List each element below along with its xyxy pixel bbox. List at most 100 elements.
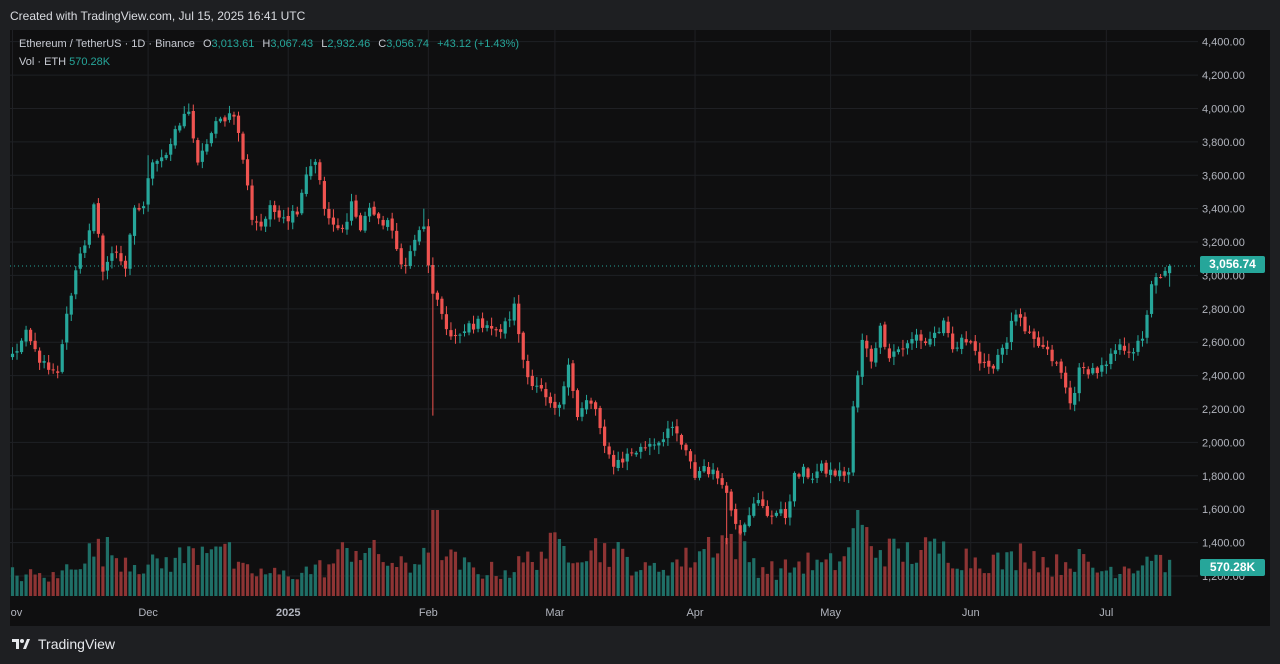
candle-body: [42, 361, 46, 363]
volume-bar: [69, 569, 73, 596]
candle-body: [490, 325, 494, 329]
candle-body: [593, 402, 598, 410]
top-bar: Created with TradingView.com, Jul 15, 20…: [0, 0, 1280, 30]
volume-bar: [1095, 572, 1099, 596]
volume-bar: [797, 561, 801, 596]
candle-body: [688, 451, 693, 462]
candle-body: [236, 115, 241, 133]
candle-body: [869, 348, 873, 362]
volume-bar: [987, 573, 991, 596]
volume-bar: [783, 559, 788, 596]
candle-body: [1041, 344, 1045, 347]
tradingview-brand[interactable]: TradingView: [10, 636, 115, 652]
candle-body: [372, 206, 376, 215]
candle-body: [494, 329, 498, 331]
candle-body: [589, 400, 593, 404]
candle-body: [101, 235, 105, 272]
volume-bar: [648, 565, 652, 596]
chart-panel[interactable]: 4,400.00 4,200.00 4,000.00 3,800.00 3,600.00…: [10, 30, 1270, 626]
candle-body: [10, 353, 15, 358]
price-chart[interactable]: 4,400.00 4,200.00 4,000.00 3,800.00 3,600.00…: [10, 30, 1270, 626]
candle-body: [892, 351, 896, 357]
candle-body: [38, 350, 42, 363]
volume-bar: [942, 541, 946, 596]
volume-bar: [367, 547, 372, 596]
volume-bar: [530, 561, 534, 596]
volume-bar: [1023, 562, 1027, 596]
y-tick-label: 1,400.00: [1202, 538, 1245, 550]
volume-bar: [431, 510, 435, 596]
candle-body: [19, 340, 24, 353]
candle-body: [245, 159, 250, 186]
candle-body: [982, 361, 986, 363]
candle-body: [422, 226, 426, 229]
candle-body: [331, 217, 336, 225]
candle-body: [28, 329, 33, 342]
candle-body: [431, 265, 435, 294]
volume-bar: [51, 572, 55, 596]
volume-bar: [164, 557, 168, 596]
candle-body: [1082, 367, 1086, 369]
candle-body: [720, 478, 724, 485]
candle-body: [309, 166, 313, 177]
candle-body: [1122, 345, 1127, 351]
candle-body: [896, 349, 901, 353]
candle-body: [729, 491, 733, 511]
volume-bar: [1136, 570, 1140, 596]
volume-bar: [598, 562, 602, 596]
volume-bar: [490, 561, 494, 596]
volume-bar: [838, 561, 842, 596]
volume-bar: [734, 559, 738, 596]
volume-bar: [951, 568, 955, 596]
volume-bar: [630, 575, 634, 596]
volume-bar: [526, 551, 530, 596]
volume-bar: [548, 532, 552, 596]
volume-bar: [345, 547, 349, 596]
candle-body: [146, 178, 150, 205]
candle-body: [810, 478, 815, 480]
candle-body: [1145, 314, 1149, 338]
volume-bar: [377, 554, 381, 596]
candle-body: [734, 509, 738, 524]
candle-body: [105, 261, 110, 271]
volume-bar: [539, 551, 543, 596]
volume-bar: [910, 563, 914, 596]
candle-body: [951, 333, 955, 350]
candle-body: [141, 206, 146, 209]
candle-body: [485, 325, 489, 329]
volume-bar: [1027, 568, 1032, 596]
volume-bar: [688, 567, 693, 596]
volume-bar: [603, 543, 607, 596]
volume-bar: [806, 552, 810, 596]
volume-bar: [114, 558, 119, 596]
candle-body: [575, 390, 580, 418]
candle-body: [634, 452, 638, 455]
volume-bar: [453, 551, 458, 596]
candle-body: [1131, 352, 1136, 354]
volume-bar: [634, 571, 638, 596]
candle-body: [675, 426, 679, 434]
volume-bar: [209, 549, 213, 596]
volume-bar: [693, 562, 697, 596]
candle-body: [1118, 344, 1122, 350]
volume-bar: [160, 568, 164, 596]
volume-bar: [223, 543, 227, 596]
candle-body: [413, 239, 417, 251]
candle-body: [603, 426, 607, 446]
volume-bar: [47, 581, 51, 596]
volume-bar: [313, 564, 317, 596]
candle-body: [770, 515, 774, 517]
volume-bar: [1059, 574, 1063, 596]
candle-body: [209, 133, 213, 144]
volume-bar: [435, 510, 439, 596]
volume-bar: [865, 527, 869, 596]
volume-bar: [286, 576, 290, 596]
candle-body: [453, 335, 458, 337]
y-tick-label: 4,200.00: [1202, 70, 1245, 82]
candle-body: [693, 462, 697, 478]
candle-body: [960, 337, 964, 349]
candle-body: [1009, 320, 1014, 343]
candle-body: [363, 215, 367, 231]
candle-body: [128, 234, 132, 269]
x-tick-label: May: [820, 607, 841, 619]
